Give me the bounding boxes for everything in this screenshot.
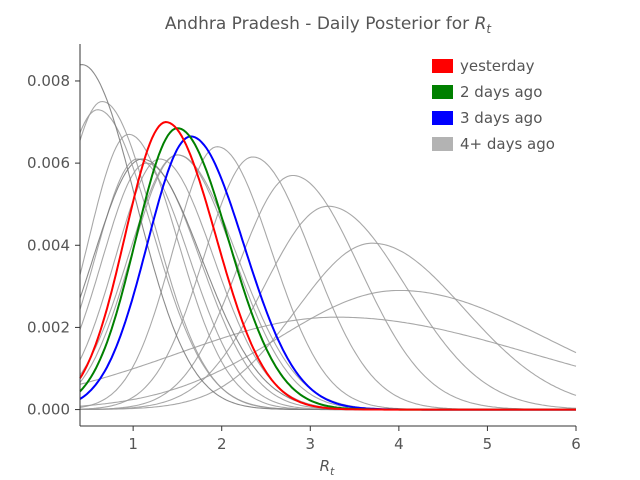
series-line-yesterday-19 [79, 120, 576, 411]
x-tick-label: 4 [394, 435, 404, 453]
series-line-4-days-ago-1 [79, 289, 577, 407]
series-line-4-days-ago-5 [79, 156, 576, 411]
plot-area [79, 64, 577, 411]
legend-label: 3 days ago [460, 109, 542, 127]
y-tick-label: 0.008 [27, 72, 70, 90]
series-line-4-days-ago-0 [79, 316, 577, 385]
series-line-4-days-ago-10 [79, 158, 576, 411]
series-line-4-days-ago-14 [79, 109, 576, 411]
y-tick-label: 0.004 [27, 236, 70, 254]
x-tick-label: 5 [483, 435, 493, 453]
x-tick-label: 2 [217, 435, 227, 453]
legend-swatch [432, 137, 453, 151]
y-tick-label: 0.006 [27, 154, 70, 172]
series-line-4-days-ago-8 [79, 158, 576, 411]
legend-swatch [432, 85, 453, 99]
y-tick-label: 0.000 [27, 401, 70, 419]
legend-label: 4+ days ago [460, 135, 555, 153]
legend-label: yesterday [460, 57, 535, 75]
series-line-4-days-ago-11 [79, 133, 576, 411]
series-line-4-days-ago-2 [80, 242, 577, 411]
series-line-3-days-ago-17 [79, 135, 576, 411]
x-tick-label: 1 [128, 435, 138, 453]
x-axis-label: Rt [320, 457, 335, 478]
series-line-4-days-ago-4 [80, 174, 576, 411]
legend-label: 2 days ago [460, 83, 542, 101]
chart-title: Andhra Pradesh - Daily Posterior for Rt [165, 14, 493, 36]
series-line-4-days-ago-9 [79, 162, 576, 411]
legend-swatch [432, 111, 453, 125]
x-tick-label: 3 [306, 435, 316, 453]
x-tick-label: 6 [571, 435, 581, 453]
series-line-4-days-ago-16 [79, 154, 576, 411]
series-line-4-days-ago-7 [79, 154, 576, 411]
legend: yesterday 2 days ago 3 days ago 4+ days ago [432, 57, 555, 153]
legend-swatch [432, 59, 453, 73]
series-line-4-days-ago-12 [79, 158, 576, 411]
y-axis: 0.000 0.002 0.004 0.006 0.008 [27, 44, 81, 426]
x-axis: 1 2 3 4 5 6 [80, 425, 581, 453]
y-tick-label: 0.002 [27, 318, 70, 336]
